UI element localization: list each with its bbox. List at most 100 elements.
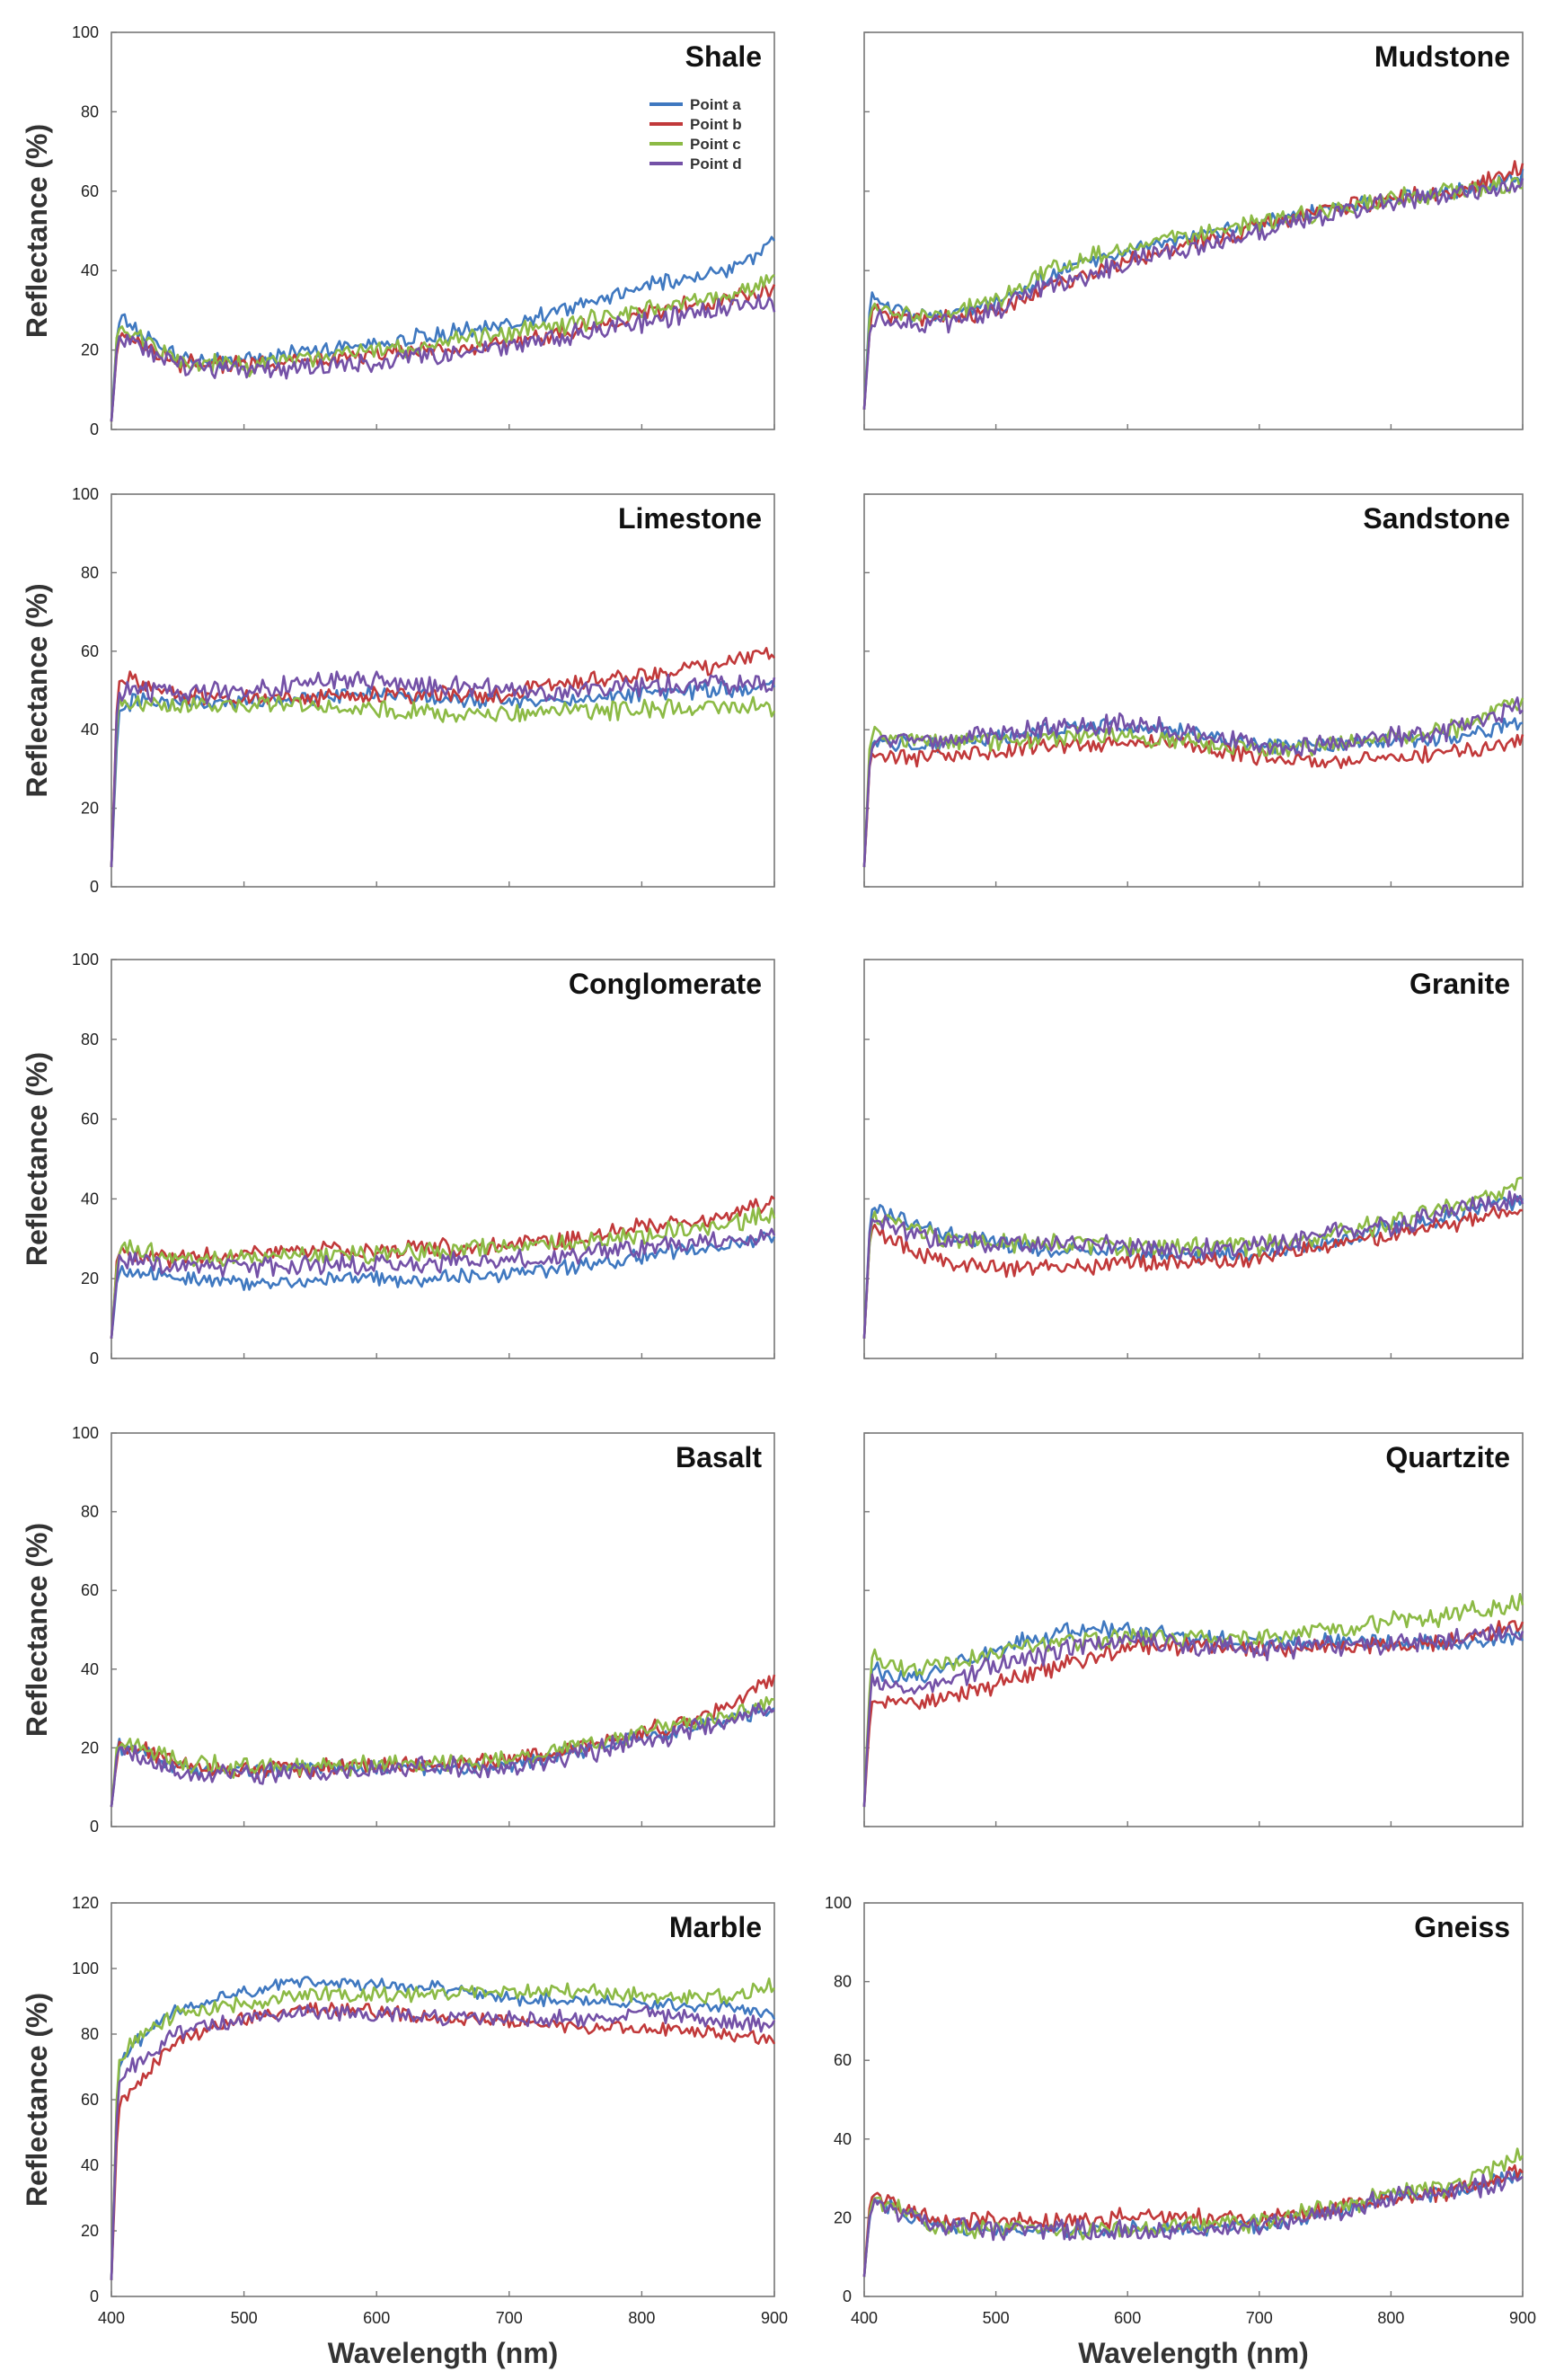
panel-conglomerate: 0 20 40 60 80 100 Conglomerate Reflectance (%) — [21, 951, 776, 1367]
series-line-point-c — [110, 1207, 776, 1339]
series-line-point-c — [862, 2147, 1524, 2278]
series-line-point-d — [862, 1624, 1524, 1808]
x-tick-label: 800 — [1377, 2309, 1404, 2327]
y-tick-label: 120 — [72, 1894, 99, 1912]
y-tick-label: 100 — [72, 1960, 99, 1977]
y-tick-label: 0 — [90, 2287, 99, 2305]
series-line-point-a — [110, 1976, 776, 2280]
plot-frame — [863, 959, 1524, 1359]
panel-title: Mudstone — [1374, 40, 1510, 73]
y-tick-label: 100 — [72, 23, 99, 41]
y-tick-label: 80 — [81, 2025, 99, 2043]
x-axis-label: Wavelength (nm) — [1078, 2337, 1309, 2369]
y-axis-label: Reflectance (%) — [21, 124, 53, 338]
series-line-point-d — [862, 1190, 1524, 1339]
panel-sandstone: Sandstone — [862, 493, 1524, 888]
series-line-point-a — [110, 1231, 776, 1339]
panel-title: Conglomerate — [569, 968, 762, 1000]
x-tick-label: 900 — [1509, 2309, 1536, 2327]
x-tick-label: 700 — [496, 2309, 523, 2327]
panel-basalt: 0 20 40 60 80 100 Basalt Reflectance (%) — [21, 1424, 776, 1836]
y-tick-label: 60 — [81, 2091, 99, 2109]
y-tick-label: 100 — [72, 951, 99, 969]
series-line-point-d — [110, 2004, 776, 2280]
x-tick-label: 800 — [628, 2309, 655, 2327]
series-line-point-b — [862, 2163, 1524, 2278]
y-tick-label: 20 — [81, 341, 99, 359]
series-line-point-d — [862, 2171, 1524, 2278]
y-tick-label: 40 — [81, 1190, 99, 1208]
series-line-point-b — [110, 2002, 776, 2280]
y-tick-label: 20 — [81, 1739, 99, 1756]
panel-granite: Granite — [862, 959, 1524, 1359]
plot-frame — [863, 1902, 1524, 2297]
series-line-point-b — [110, 1195, 775, 1339]
series-line-point-c — [110, 1977, 776, 2280]
panel-quartzite: Quartzite — [862, 1432, 1524, 1827]
y-tick-label: 60 — [81, 1581, 99, 1599]
y-tick-label: 40 — [81, 721, 99, 739]
y-tick-label: 40 — [81, 2156, 99, 2174]
plot-frame — [110, 1902, 775, 2297]
plot-frame — [863, 493, 1524, 888]
y-tick-label: 80 — [81, 1031, 99, 1048]
x-tick-label: 400 — [851, 2309, 878, 2327]
panel-title: Quartzite — [1385, 1441, 1510, 1473]
panel-title: Limestone — [618, 502, 762, 535]
legend-label: Point d — [690, 155, 742, 173]
legend: Point a Point b Point c Point d — [649, 96, 742, 173]
y-tick-label: 60 — [834, 2051, 852, 2069]
y-tick-label: 60 — [81, 1110, 99, 1128]
x-tick-label: 500 — [231, 2309, 258, 2327]
y-tick-label: 0 — [843, 2287, 852, 2305]
y-tick-label: 0 — [90, 1349, 99, 1367]
x-tick-label: 700 — [1246, 2309, 1273, 2327]
y-axis-label: Reflectance (%) — [21, 583, 53, 797]
x-tick-label: 400 — [98, 2309, 125, 2327]
panel-title: Shale — [685, 40, 762, 73]
series-line-point-c — [862, 176, 1524, 410]
x-tick-label: 900 — [761, 2309, 788, 2327]
series-line-point-d — [862, 696, 1524, 868]
y-tick-label: 0 — [90, 420, 99, 438]
y-tick-label: 80 — [81, 563, 99, 581]
series-line-point-c — [110, 695, 776, 868]
panel-marble: 0 20 40 60 80 100 120 400 500 600 700 800 900 Marble R… — [21, 1894, 788, 2369]
panel-title: Gneiss — [1414, 1911, 1510, 1943]
x-tick-label: 600 — [1114, 2309, 1141, 2327]
x-axis-label: Wavelength (nm) — [328, 2337, 559, 2369]
series-line-point-d — [110, 294, 776, 422]
series-line-point-c — [862, 1593, 1524, 1808]
y-tick-label: 20 — [81, 2222, 99, 2240]
y-tick-label: 20 — [81, 1270, 99, 1287]
y-tick-label: 40 — [834, 2130, 852, 2148]
y-tick-label: 20 — [834, 2208, 852, 2226]
y-tick-label: 100 — [72, 485, 99, 503]
series-line-point-a — [110, 679, 776, 868]
series-line-point-d — [110, 670, 776, 868]
y-axis-label: Reflectance (%) — [21, 1993, 53, 2207]
y-tick-label: 80 — [81, 1503, 99, 1521]
panel-limestone: 0 20 40 60 80 100 Limestone Reflectance (%) — [21, 485, 776, 896]
y-tick-label: 60 — [81, 642, 99, 660]
y-tick-label: 40 — [81, 1660, 99, 1678]
panel-title: Sandstone — [1363, 502, 1510, 535]
x-tick-label: 600 — [363, 2309, 390, 2327]
legend-label: Point c — [690, 136, 741, 153]
series-line-point-b — [862, 733, 1524, 868]
y-tick-label: 100 — [825, 1894, 852, 1912]
series-line-point-d — [110, 1702, 775, 1808]
y-axis-label: Reflectance (%) — [21, 1052, 53, 1266]
series-line-point-c — [862, 697, 1524, 868]
panel-gneiss: 0 20 40 60 80 100 400 500 600 700 800 900 Gneiss Wave… — [825, 1894, 1536, 2369]
y-tick-label: 80 — [81, 102, 99, 120]
legend-label: Point b — [690, 116, 742, 133]
series-line-point-b — [110, 646, 775, 868]
y-tick-label: 100 — [72, 1424, 99, 1442]
plot-frame — [863, 1432, 1524, 1827]
panel-title: Granite — [1409, 968, 1510, 1000]
y-tick-label: 60 — [81, 182, 99, 200]
y-tick-label: 40 — [81, 261, 99, 279]
